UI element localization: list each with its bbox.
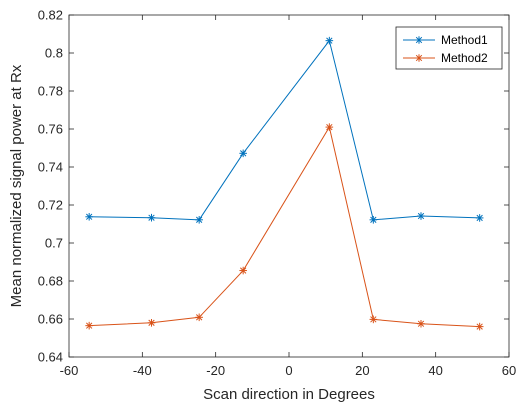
data-point-method1-6 xyxy=(417,212,425,220)
data-point-method2-2 xyxy=(195,313,203,322)
x-tick-label-2: -20 xyxy=(206,363,225,378)
data-point-method2-4 xyxy=(325,123,334,131)
x-axis-label: Scan direction in Degrees xyxy=(203,386,375,403)
data-point-method1-1 xyxy=(147,213,156,222)
legend: Method1 Method2 xyxy=(395,26,503,70)
x-tick-label-5: 40 xyxy=(428,363,442,378)
series-line-method2 xyxy=(89,125,480,328)
data-point-method1-5 xyxy=(369,216,378,224)
y-tick-label-8: 0.8 xyxy=(45,46,63,61)
series-layer xyxy=(85,36,484,331)
x-tick-label-4: 20 xyxy=(355,363,369,378)
legend-items: Method1 Method2 xyxy=(403,33,488,65)
y-axis-label: Mean normalized signal power at Rx xyxy=(8,64,25,307)
y-tick-label-1: 0.66 xyxy=(38,312,63,327)
data-point-method2-3 xyxy=(239,266,247,275)
data-point-method2-5 xyxy=(369,315,378,324)
series-line-method1 xyxy=(89,39,480,221)
y-tick-label-4: 0.72 xyxy=(38,198,63,213)
y-tick-label-7: 0.78 xyxy=(38,84,63,99)
y-tick-label-3: 0.7 xyxy=(45,236,63,251)
data-point-method1-0 xyxy=(85,212,93,221)
plot-area xyxy=(69,15,509,357)
data-point-method1-2 xyxy=(195,216,203,224)
x-tick-label-0: -60 xyxy=(60,363,79,378)
data-point-method1-7 xyxy=(475,214,484,222)
x-tick-label-1: -40 xyxy=(133,363,152,378)
y-tick-label-0: 0.64 xyxy=(38,350,63,365)
legend-marker-method2 xyxy=(415,54,423,62)
data-point-method1-4 xyxy=(325,36,334,45)
y-tick-label-2: 0.68 xyxy=(38,274,63,289)
y-tick-label-9: 0.82 xyxy=(38,8,63,23)
data-point-method2-6 xyxy=(417,319,425,328)
data-point-method2-7 xyxy=(475,322,484,331)
legend-label-method2: Method2 xyxy=(441,51,488,65)
legend-box xyxy=(395,26,503,70)
x-tick-label-6: 60 xyxy=(502,363,516,378)
legend-label-method1: Method1 xyxy=(441,33,488,47)
y-tick-label-5: 0.74 xyxy=(38,160,63,175)
y-tick-label-6: 0.76 xyxy=(38,122,63,137)
data-point-method2-1 xyxy=(147,319,156,327)
ticks-layer: -60 -40 -20 0 20 40 60 0.64 0.66 0.68 0.7 0.72 0.74 0… xyxy=(38,8,517,379)
data-point-method2-0 xyxy=(85,321,93,330)
legend-marker-method1 xyxy=(415,36,423,44)
data-point-method1-3 xyxy=(239,149,247,158)
x-tick-label-3: 0 xyxy=(285,363,292,378)
